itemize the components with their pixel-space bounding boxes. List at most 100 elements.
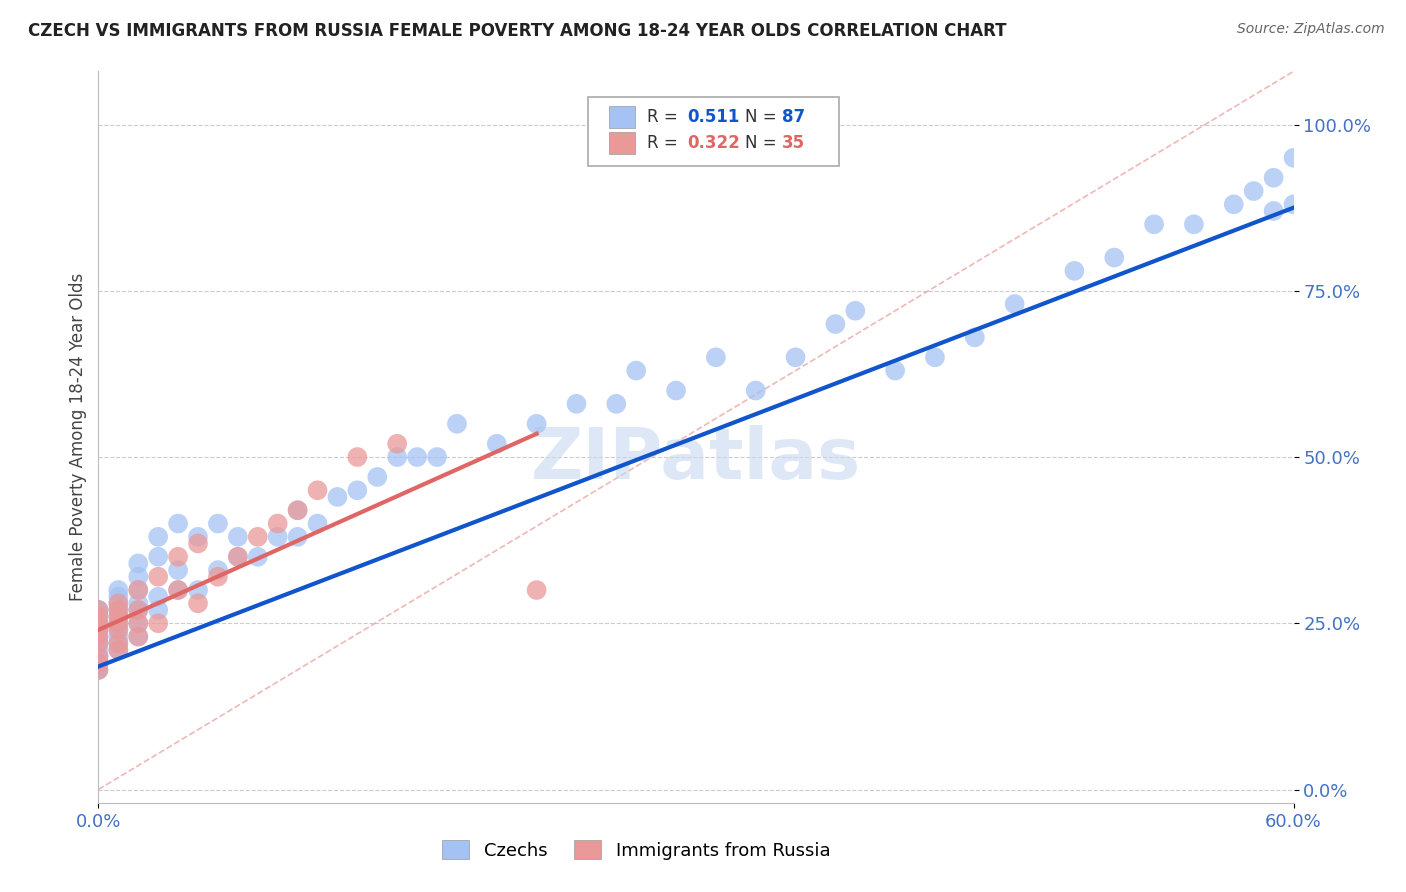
Czechs <box>346 483 368 498</box>
Czechs <box>87 623 110 637</box>
Immigrants from Russia <box>107 643 129 657</box>
Czechs <box>148 590 170 604</box>
Immigrants from Russia <box>167 549 190 564</box>
Czechs <box>526 417 548 431</box>
Czechs <box>226 549 249 564</box>
Czechs <box>745 384 768 398</box>
Immigrants from Russia <box>127 616 149 631</box>
Czechs <box>107 630 129 644</box>
Immigrants from Russia <box>226 549 249 564</box>
Czechs <box>87 636 110 650</box>
Czechs <box>1223 197 1246 211</box>
Text: Source: ZipAtlas.com: Source: ZipAtlas.com <box>1237 22 1385 37</box>
Czechs <box>207 563 229 577</box>
Czechs <box>167 563 190 577</box>
Czechs <box>884 363 907 377</box>
Czechs <box>87 663 110 677</box>
Czechs <box>307 516 329 531</box>
Immigrants from Russia <box>267 516 290 531</box>
Czechs <box>704 351 727 365</box>
Immigrants from Russia <box>148 616 170 631</box>
Czechs <box>924 351 946 365</box>
Czechs <box>107 596 129 610</box>
Czechs <box>127 596 149 610</box>
Text: N =: N = <box>745 109 782 127</box>
Czechs <box>107 582 129 597</box>
Czechs <box>87 649 110 664</box>
Czechs <box>1182 217 1205 231</box>
Immigrants from Russia <box>187 596 209 610</box>
Czechs <box>87 663 110 677</box>
Immigrants from Russia <box>526 582 548 597</box>
Czechs <box>107 616 129 631</box>
Czechs <box>127 603 149 617</box>
Czechs <box>87 603 110 617</box>
Czechs <box>1143 217 1166 231</box>
Czechs <box>785 351 807 365</box>
Czechs <box>87 649 110 664</box>
Czechs <box>605 397 627 411</box>
Immigrants from Russia <box>148 570 170 584</box>
Immigrants from Russia <box>87 609 110 624</box>
Czechs <box>1263 204 1285 219</box>
Czechs <box>485 436 508 450</box>
Immigrants from Russia <box>246 530 269 544</box>
Czechs <box>107 623 129 637</box>
Czechs <box>1263 170 1285 185</box>
Czechs <box>226 530 249 544</box>
Czechs <box>127 616 149 631</box>
Text: 87: 87 <box>782 109 806 127</box>
Czechs <box>565 397 588 411</box>
Czechs <box>287 503 309 517</box>
Czechs <box>267 530 290 544</box>
Czechs <box>626 363 648 377</box>
Czechs <box>167 516 190 531</box>
Immigrants from Russia <box>127 630 149 644</box>
Immigrants from Russia <box>87 623 110 637</box>
Czechs <box>963 330 986 344</box>
Immigrants from Russia <box>107 623 129 637</box>
Czechs <box>246 549 269 564</box>
Czechs <box>366 470 388 484</box>
Czechs <box>1104 251 1126 265</box>
Immigrants from Russia <box>87 656 110 670</box>
Czechs <box>824 317 846 331</box>
Czechs <box>87 643 110 657</box>
Text: CZECH VS IMMIGRANTS FROM RUSSIA FEMALE POVERTY AMONG 18-24 YEAR OLDS CORRELATION: CZECH VS IMMIGRANTS FROM RUSSIA FEMALE P… <box>28 22 1007 40</box>
Czechs <box>127 630 149 644</box>
Immigrants from Russia <box>107 636 129 650</box>
Immigrants from Russia <box>127 603 149 617</box>
Czechs <box>87 609 110 624</box>
Czechs <box>187 530 209 544</box>
Czechs <box>87 609 110 624</box>
Immigrants from Russia <box>87 636 110 650</box>
Czechs <box>107 643 129 657</box>
Czechs <box>167 582 190 597</box>
Czechs <box>87 636 110 650</box>
Czechs <box>148 549 170 564</box>
Immigrants from Russia <box>167 582 190 597</box>
Immigrants from Russia <box>87 649 110 664</box>
Czechs <box>87 630 110 644</box>
Immigrants from Russia <box>107 603 129 617</box>
Text: ZIPatlas: ZIPatlas <box>531 425 860 493</box>
Czechs <box>127 582 149 597</box>
Czechs <box>87 656 110 670</box>
Czechs <box>287 530 309 544</box>
Immigrants from Russia <box>287 503 309 517</box>
Czechs <box>1004 297 1026 311</box>
Czechs <box>87 603 110 617</box>
Czechs <box>148 530 170 544</box>
Legend: Czechs, Immigrants from Russia: Czechs, Immigrants from Russia <box>434 833 838 867</box>
Immigrants from Russia <box>107 596 129 610</box>
Immigrants from Russia <box>187 536 209 550</box>
Czechs <box>187 582 209 597</box>
Y-axis label: Female Poverty Among 18-24 Year Olds: Female Poverty Among 18-24 Year Olds <box>69 273 87 601</box>
Text: N =: N = <box>745 134 782 152</box>
Immigrants from Russia <box>107 616 129 631</box>
Immigrants from Russia <box>107 609 129 624</box>
Czechs <box>207 516 229 531</box>
Czechs <box>87 616 110 631</box>
Text: 0.322: 0.322 <box>688 134 741 152</box>
Text: 35: 35 <box>782 134 806 152</box>
